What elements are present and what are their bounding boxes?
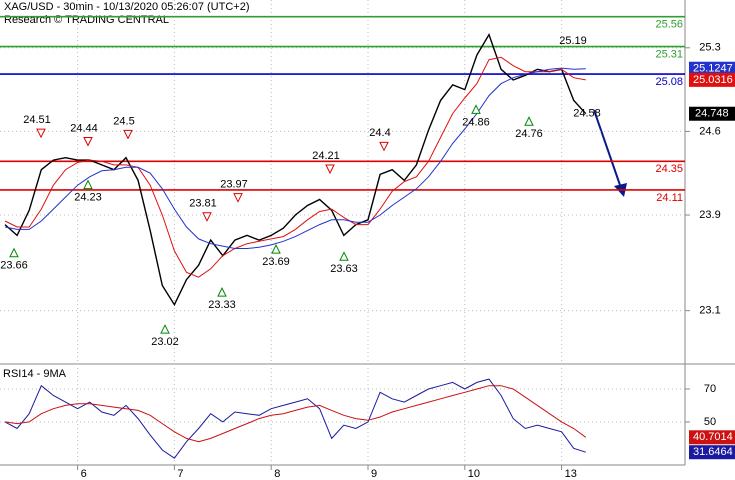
chart-subtitle: Research © TRADING CENTRAL — [4, 14, 169, 26]
forecast-arrow — [593, 109, 622, 189]
low-label: 24.23 — [74, 192, 102, 204]
level-label: 24.35 — [655, 163, 683, 175]
low-label: 23.33 — [208, 299, 236, 311]
x-tick-label: 7 — [177, 468, 183, 480]
note-label: 25.19 — [559, 35, 587, 47]
high-marker — [202, 212, 212, 222]
low-marker — [471, 104, 481, 114]
low-marker — [271, 244, 281, 254]
high-label: 24.21 — [312, 150, 340, 162]
high-label: 24.44 — [70, 122, 98, 134]
last-value-label: 40.7014 — [693, 431, 733, 443]
level-label: 25.56 — [655, 19, 683, 31]
series-line — [4, 67, 586, 249]
x-tick-label: 9 — [371, 468, 377, 480]
high-marker — [36, 128, 46, 139]
series-line — [4, 378, 586, 459]
last-value-label: 31.6464 — [693, 446, 733, 458]
x-tick-label: 8 — [274, 468, 280, 480]
low-marker — [9, 247, 19, 258]
last-value-label: 25.0316 — [693, 74, 733, 86]
x-tick-label: 10 — [468, 468, 480, 480]
level-label: 24.11 — [656, 192, 683, 204]
y-tick-label: 70 — [704, 383, 716, 395]
low-label: 23.66 — [0, 260, 28, 272]
last-price-box — [689, 106, 735, 121]
high-marker — [83, 137, 93, 147]
low-marker — [160, 324, 170, 334]
series-line — [4, 385, 587, 443]
low-marker — [83, 179, 93, 190]
last-value-box — [689, 72, 735, 87]
low-label: 23.02 — [151, 336, 179, 348]
note-label: 24.58 — [573, 108, 601, 120]
low-label: 23.69 — [262, 256, 290, 268]
low-label: 23.63 — [330, 263, 358, 275]
high-marker — [325, 164, 335, 175]
rsi-title: RSI14 - 9MA — [3, 368, 67, 380]
series-line — [4, 56, 586, 278]
low-label: 24.86 — [462, 116, 490, 128]
low-marker — [217, 287, 227, 297]
y-tick-label: 25.3 — [699, 42, 720, 54]
high-label: 24.5 — [113, 115, 134, 127]
last-value-box — [689, 61, 735, 76]
high-label: 23.81 — [189, 198, 217, 210]
y-tick-label: 50 — [704, 416, 716, 428]
high-label: 24.4 — [369, 127, 390, 139]
x-tick-label: 6 — [81, 468, 87, 480]
chart-title: XAG/USD - 30min - 10/13/2020 05:26:07 (U… — [4, 1, 249, 13]
high-marker — [123, 129, 133, 140]
high-marker — [379, 141, 389, 152]
low-marker — [339, 251, 349, 261]
high-label: 24.51 — [23, 114, 51, 126]
last-value-label: 25.1247 — [693, 63, 733, 75]
level-label: 25.31 — [655, 49, 683, 61]
last-price-label: 24.748 — [695, 108, 729, 120]
high-label: 23.97 — [220, 179, 248, 191]
y-tick-label: 23.1 — [699, 305, 720, 317]
y-tick-label: 23.9 — [699, 209, 720, 221]
x-tick-label: 13 — [565, 468, 577, 480]
low-marker — [524, 116, 534, 126]
last-value-box — [689, 445, 735, 460]
high-marker — [233, 193, 243, 203]
series-line — [4, 32, 587, 307]
level-label: 25.08 — [655, 76, 683, 88]
last-value-box — [689, 430, 735, 445]
y-tick-label: 24.6 — [699, 125, 720, 137]
low-label: 24.76 — [515, 128, 543, 140]
